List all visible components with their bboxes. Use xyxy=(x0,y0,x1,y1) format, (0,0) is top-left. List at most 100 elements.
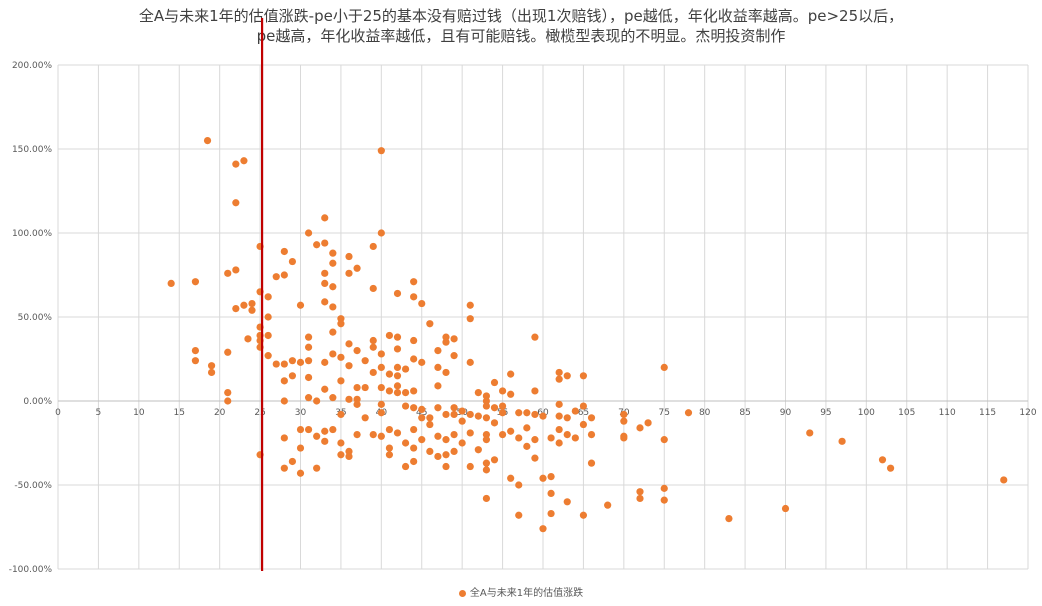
data-point xyxy=(579,420,588,429)
data-point xyxy=(345,340,353,348)
data-point xyxy=(442,462,450,471)
data-point xyxy=(466,410,474,419)
data-point xyxy=(434,452,442,461)
data-point xyxy=(329,249,337,257)
data-point xyxy=(636,488,644,496)
data-point xyxy=(321,279,329,287)
data-point xyxy=(1000,476,1008,484)
data-point xyxy=(579,511,588,519)
data-point xyxy=(296,358,305,366)
data-point xyxy=(466,358,474,366)
data-point xyxy=(426,420,434,429)
data-point xyxy=(191,278,200,286)
data-point xyxy=(232,199,240,207)
chart-title-line-2: pe越高，年化收益率越低，且有可能赔钱。橄榄型表现的不明显。杰明投资制作 xyxy=(256,27,786,45)
data-point xyxy=(393,389,402,397)
data-point xyxy=(620,417,628,425)
data-point xyxy=(304,373,313,382)
x-tick-label: 25 xyxy=(254,408,265,418)
data-point xyxy=(337,377,345,385)
data-point xyxy=(474,446,482,454)
data-point xyxy=(571,434,579,442)
data-point xyxy=(531,387,539,395)
y-tick-label: 200.00% xyxy=(12,61,52,71)
data-point xyxy=(482,436,491,444)
data-point xyxy=(410,278,418,286)
data-point xyxy=(474,389,482,397)
data-point xyxy=(515,481,523,489)
data-point xyxy=(450,335,458,343)
data-point xyxy=(466,301,474,309)
data-point xyxy=(232,305,240,313)
data-point xyxy=(531,333,539,341)
data-point xyxy=(393,333,402,341)
x-tick-label: 0 xyxy=(55,408,61,418)
data-point xyxy=(442,368,450,377)
data-point xyxy=(393,429,402,437)
data-point xyxy=(191,347,200,355)
data-point xyxy=(636,424,644,432)
data-point xyxy=(337,410,345,419)
data-point xyxy=(393,345,402,353)
data-point xyxy=(410,387,418,395)
data-point xyxy=(442,451,450,459)
data-point xyxy=(555,425,563,434)
data-point xyxy=(563,414,571,422)
data-point xyxy=(498,409,507,417)
x-tick-label: 120 xyxy=(1019,408,1036,418)
data-point xyxy=(523,442,531,450)
data-point xyxy=(555,439,563,447)
data-point xyxy=(288,357,297,365)
data-point xyxy=(434,382,442,390)
data-point xyxy=(207,362,216,370)
data-point xyxy=(280,377,288,385)
data-point xyxy=(393,372,402,380)
x-tick-label: 80 xyxy=(699,408,711,418)
data-point xyxy=(353,400,361,408)
data-point xyxy=(555,412,563,420)
data-point xyxy=(329,425,337,434)
data-point xyxy=(604,501,612,509)
data-point xyxy=(442,338,450,346)
data-points xyxy=(167,137,1008,533)
data-point xyxy=(466,462,474,471)
data-point xyxy=(329,328,337,336)
data-point xyxy=(563,372,571,380)
data-point xyxy=(426,320,434,328)
data-point xyxy=(539,525,547,533)
x-tick-label: 110 xyxy=(939,408,956,418)
data-point xyxy=(515,434,523,442)
data-point xyxy=(345,452,353,461)
data-point xyxy=(620,410,628,419)
data-point xyxy=(304,229,313,237)
data-point xyxy=(636,494,644,503)
data-point xyxy=(482,402,491,410)
data-point xyxy=(418,299,426,308)
data-point xyxy=(781,504,790,513)
data-point xyxy=(490,456,499,464)
data-point xyxy=(555,368,563,377)
y-tick-label: -100.00% xyxy=(9,565,53,575)
data-point xyxy=(337,315,345,323)
data-point xyxy=(490,378,499,387)
data-point xyxy=(523,424,531,432)
data-point xyxy=(547,509,555,518)
data-point xyxy=(410,404,418,412)
data-point xyxy=(264,331,272,340)
data-point xyxy=(410,355,418,363)
x-tick-label: 65 xyxy=(578,408,589,418)
data-point xyxy=(482,392,491,400)
data-point xyxy=(304,425,313,434)
data-point xyxy=(385,370,394,378)
data-point xyxy=(474,412,482,420)
data-point xyxy=(203,137,212,145)
data-point xyxy=(296,444,305,452)
data-point xyxy=(321,385,329,393)
data-point xyxy=(377,432,385,440)
data-point xyxy=(369,431,377,439)
data-point xyxy=(321,358,329,366)
data-point xyxy=(523,409,531,417)
data-point xyxy=(345,395,353,403)
data-point xyxy=(377,400,385,408)
data-point xyxy=(377,147,385,155)
